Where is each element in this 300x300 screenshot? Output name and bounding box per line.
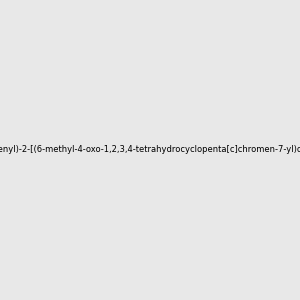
Text: N-(2-chlorophenyl)-2-[(6-methyl-4-oxo-1,2,3,4-tetrahydrocyclopenta[c]chromen-7-y: N-(2-chlorophenyl)-2-[(6-methyl-4-oxo-1,… [0, 146, 300, 154]
